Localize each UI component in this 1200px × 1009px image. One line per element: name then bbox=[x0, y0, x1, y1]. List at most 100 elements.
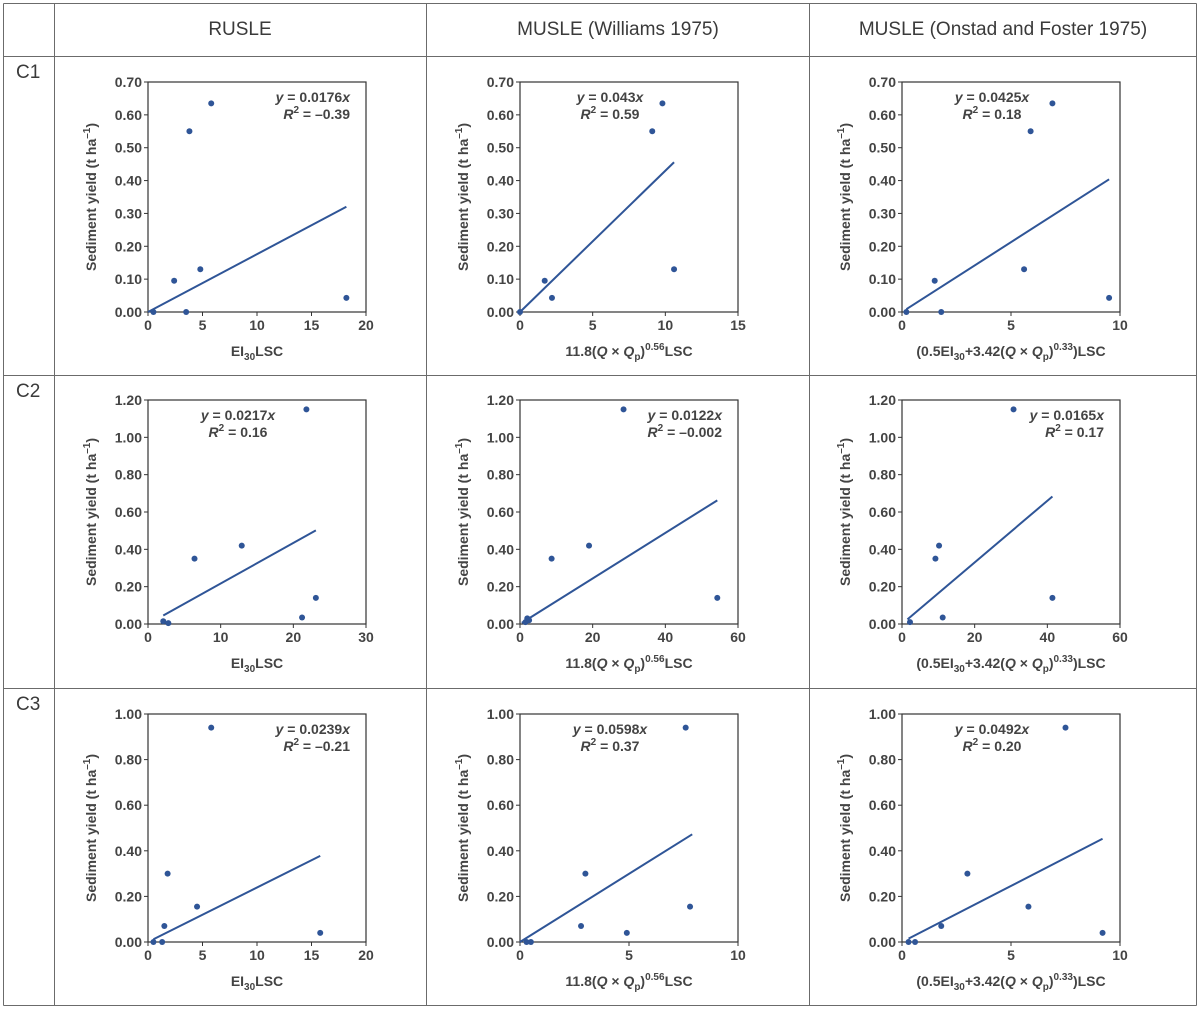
data-point bbox=[938, 309, 945, 315]
x-tick-label: 10 bbox=[249, 947, 265, 963]
data-point bbox=[1021, 266, 1028, 273]
y-tick-label: 0.00 bbox=[487, 616, 514, 632]
y-tick-label: 0.20 bbox=[487, 888, 514, 904]
y-tick-label: 0.00 bbox=[869, 934, 896, 950]
x-tick-label: 60 bbox=[1112, 629, 1128, 645]
x-axis-label: EI30LSC bbox=[231, 343, 283, 363]
y-tick-label: 0.20 bbox=[487, 238, 514, 254]
y-tick-label: 1.00 bbox=[115, 429, 142, 445]
x-tick-label: 5 bbox=[199, 947, 207, 963]
x-tick-label: 20 bbox=[358, 947, 374, 963]
chart-c1-musle-williams: 0.00 0.10 0.20 0.30 0.40 0.50 0.60 0.70 0 5 10 15 11… bbox=[454, 74, 746, 363]
y-axis-label: Sediment yield (t ha–1) bbox=[82, 438, 99, 586]
data-point bbox=[517, 309, 523, 315]
y-axis-label: Sediment yield (t ha–1) bbox=[454, 754, 471, 902]
y-tick-label: 0.30 bbox=[487, 205, 514, 221]
x-tick-label: 60 bbox=[730, 629, 746, 645]
data-point bbox=[912, 939, 919, 945]
column-header-rusle: RUSLE bbox=[208, 19, 272, 40]
data-point bbox=[523, 939, 530, 945]
data-point bbox=[150, 309, 157, 315]
chart-c2-musle-williams: 0.00 0.20 0.40 0.60 0.80 1.00 1.20 0 20 40 60 11.8(… bbox=[454, 392, 746, 675]
y-axis-label: Sediment yield (t ha–1) bbox=[454, 438, 471, 586]
equation-text: y = 0.0425x bbox=[954, 89, 1031, 105]
data-point bbox=[150, 939, 157, 945]
x-tick-label: 5 bbox=[625, 947, 633, 963]
x-tick-label: 5 bbox=[199, 317, 207, 333]
row-header-c3: C3 bbox=[16, 694, 41, 715]
equation-text: y = 0.0217x bbox=[200, 407, 277, 423]
y-axis-label: Sediment yield (t ha–1) bbox=[836, 438, 853, 586]
x-tick-label: 5 bbox=[589, 317, 597, 333]
y-tick-label: 0.20 bbox=[869, 579, 896, 595]
chart-c2-rusle: 0.00 0.20 0.40 0.60 0.80 1.00 1.20 0 10 20 30 EI30L… bbox=[82, 392, 374, 675]
row-header-c1: C1 bbox=[16, 62, 41, 83]
data-point bbox=[586, 542, 593, 549]
y-tick-label: 0.20 bbox=[869, 238, 896, 254]
data-point bbox=[312, 594, 319, 601]
equation-text: y = 0.0239x bbox=[275, 721, 352, 737]
x-tick-label: 15 bbox=[304, 947, 320, 963]
x-axis-label: 11.8(Q × Qp)0.56LSC bbox=[565, 342, 692, 363]
x-tick-label: 15 bbox=[730, 317, 746, 333]
x-tick-label: 20 bbox=[358, 317, 374, 333]
data-point bbox=[1010, 406, 1017, 413]
data-point bbox=[1025, 903, 1032, 910]
data-point bbox=[317, 929, 324, 936]
chart-c3-musle-williams: 0.00 0.20 0.40 0.60 0.80 1.00 0 5 10 11.8(Q × Qp)… bbox=[454, 706, 746, 993]
data-point bbox=[903, 309, 910, 315]
data-point bbox=[165, 620, 172, 627]
data-point bbox=[186, 128, 193, 135]
equation-text: y = 0.0492x bbox=[954, 721, 1031, 737]
x-axis-label: (0.5EI30+3.42(Q × Qp)0.33)LSC bbox=[916, 654, 1105, 675]
data-point bbox=[197, 266, 204, 273]
y-axis-label: Sediment yield (t ha–1) bbox=[454, 123, 471, 271]
y-tick-label: 1.00 bbox=[115, 706, 142, 722]
r-squared-text: R2 = 0.37 bbox=[581, 737, 640, 754]
data-point bbox=[159, 939, 166, 945]
equation-text: y = 0.0122x bbox=[647, 407, 724, 423]
data-point bbox=[208, 724, 215, 731]
x-tick-label: 30 bbox=[358, 629, 374, 645]
x-tick-label: 0 bbox=[144, 317, 152, 333]
data-point bbox=[682, 724, 689, 731]
y-tick-label: 0.80 bbox=[869, 467, 896, 483]
x-tick-label: 0 bbox=[516, 947, 524, 963]
data-point bbox=[208, 100, 215, 107]
data-point bbox=[1027, 128, 1034, 135]
y-tick-label: 0.60 bbox=[869, 504, 896, 520]
data-point bbox=[582, 870, 589, 877]
data-point bbox=[191, 555, 198, 562]
y-tick-label: 0.70 bbox=[487, 74, 514, 90]
x-tick-label: 0 bbox=[898, 317, 906, 333]
data-point bbox=[1049, 594, 1056, 601]
data-point bbox=[1106, 294, 1113, 301]
data-point bbox=[939, 614, 946, 621]
y-tick-label: 0.00 bbox=[115, 934, 142, 950]
data-point bbox=[936, 542, 943, 549]
data-point bbox=[161, 923, 168, 930]
x-axis-label: EI30LSC bbox=[231, 973, 283, 993]
y-tick-label: 0.00 bbox=[487, 934, 514, 950]
data-point bbox=[299, 614, 306, 621]
y-axis-label: Sediment yield (t ha–1) bbox=[82, 754, 99, 902]
y-tick-label: 0.80 bbox=[869, 752, 896, 768]
y-tick-label: 0.50 bbox=[869, 140, 896, 156]
fit-line bbox=[147, 205, 347, 313]
y-tick-label: 0.80 bbox=[115, 467, 142, 483]
x-tick-label: 20 bbox=[286, 629, 302, 645]
x-tick-label: 15 bbox=[304, 317, 320, 333]
y-tick-label: 0.00 bbox=[115, 304, 142, 320]
y-tick-label: 1.00 bbox=[869, 429, 896, 445]
y-tick-label: 1.20 bbox=[115, 392, 142, 408]
x-tick-label: 10 bbox=[1112, 317, 1128, 333]
data-point bbox=[620, 406, 627, 413]
data-point bbox=[905, 939, 912, 945]
x-tick-label: 10 bbox=[1112, 947, 1128, 963]
data-point bbox=[171, 277, 178, 284]
y-tick-label: 0.20 bbox=[115, 888, 142, 904]
r-squared-text: R2 = 0.16 bbox=[209, 423, 268, 440]
